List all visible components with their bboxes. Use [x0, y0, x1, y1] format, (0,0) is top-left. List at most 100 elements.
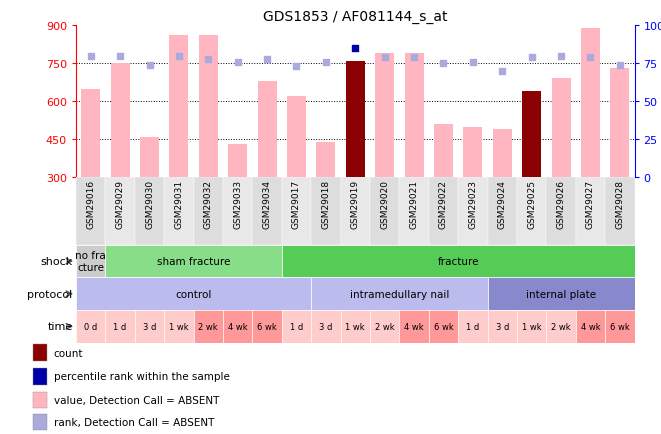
Text: GSM29029: GSM29029: [116, 180, 125, 229]
Bar: [76, 310, 105, 343]
Bar: [458, 310, 488, 343]
Bar: [223, 178, 253, 245]
Text: 3 d: 3 d: [496, 322, 509, 331]
Text: GSM29028: GSM29028: [615, 180, 625, 229]
Bar: [228, 145, 247, 178]
Bar: [547, 310, 576, 343]
Point: [115, 53, 126, 60]
Text: GSM29024: GSM29024: [498, 180, 507, 229]
Point: [438, 61, 449, 68]
Text: GSM29027: GSM29027: [586, 180, 595, 229]
Point: [379, 54, 390, 61]
Bar: [253, 178, 282, 245]
Point: [203, 56, 214, 63]
Text: 2 wk: 2 wk: [375, 322, 395, 331]
Point: [526, 54, 537, 61]
Text: GSM29018: GSM29018: [321, 180, 330, 229]
Text: GSM29016: GSM29016: [86, 180, 95, 229]
Text: GSM29022: GSM29022: [439, 180, 448, 229]
Bar: [576, 178, 605, 245]
Text: GSM29026: GSM29026: [557, 180, 566, 229]
Point: [556, 53, 566, 60]
Point: [233, 59, 243, 66]
Bar: [223, 310, 253, 343]
Bar: [458, 178, 488, 245]
Text: 6 wk: 6 wk: [257, 322, 277, 331]
Text: shock: shock: [40, 256, 73, 266]
Text: sham fracture: sham fracture: [157, 256, 230, 266]
Bar: [605, 178, 635, 245]
Bar: [517, 310, 547, 343]
Bar: [370, 178, 399, 245]
Text: 1 d: 1 d: [466, 322, 479, 331]
Text: internal plate: internal plate: [526, 289, 596, 299]
Bar: [33, 414, 47, 431]
Bar: [488, 278, 635, 310]
Title: GDS1853 / AF081144_s_at: GDS1853 / AF081144_s_at: [263, 10, 447, 23]
Text: 3 d: 3 d: [143, 322, 156, 331]
Text: GSM29021: GSM29021: [410, 180, 418, 229]
Text: 6 wk: 6 wk: [434, 322, 453, 331]
Text: rank, Detection Call = ABSENT: rank, Detection Call = ABSENT: [54, 417, 214, 427]
Bar: [370, 310, 399, 343]
Point: [85, 53, 96, 60]
Bar: [76, 178, 105, 245]
Bar: [463, 127, 483, 178]
Text: fracture: fracture: [438, 256, 479, 266]
Text: intramedullary nail: intramedullary nail: [350, 289, 449, 299]
Text: 1 wk: 1 wk: [522, 322, 541, 331]
Bar: [340, 178, 370, 245]
Text: control: control: [175, 289, 212, 299]
Point: [144, 62, 155, 69]
Bar: [33, 345, 47, 361]
Text: GSM29031: GSM29031: [175, 180, 183, 229]
Bar: [81, 89, 100, 178]
Point: [292, 63, 302, 70]
Bar: [346, 62, 365, 178]
Text: percentile rank within the sample: percentile rank within the sample: [54, 372, 229, 381]
Bar: [522, 92, 541, 178]
Point: [350, 45, 360, 52]
Point: [408, 54, 419, 61]
Text: GSM29019: GSM29019: [351, 180, 360, 229]
Bar: [253, 310, 282, 343]
Bar: [399, 310, 429, 343]
Text: GSM29034: GSM29034: [262, 180, 272, 229]
Text: 1 d: 1 d: [114, 322, 127, 331]
Bar: [429, 310, 458, 343]
Text: 0 d: 0 d: [84, 322, 97, 331]
Text: GSM29023: GSM29023: [469, 180, 477, 229]
Bar: [287, 97, 306, 178]
Text: 3 d: 3 d: [319, 322, 332, 331]
Bar: [311, 310, 340, 343]
Bar: [610, 69, 629, 178]
Bar: [311, 178, 340, 245]
Bar: [375, 54, 394, 178]
Text: count: count: [54, 348, 83, 358]
Bar: [311, 278, 488, 310]
Point: [174, 53, 184, 60]
Text: protocol: protocol: [28, 289, 73, 299]
Bar: [551, 79, 570, 178]
Bar: [76, 278, 311, 310]
Point: [321, 59, 331, 66]
Text: value, Detection Call = ABSENT: value, Detection Call = ABSENT: [54, 395, 219, 405]
Text: GSM29032: GSM29032: [204, 180, 213, 229]
Bar: [164, 310, 194, 343]
Text: 4 wk: 4 wk: [580, 322, 600, 331]
Bar: [434, 125, 453, 178]
Bar: [282, 245, 635, 278]
Bar: [76, 245, 105, 278]
Bar: [105, 178, 135, 245]
Text: no fra
cture: no fra cture: [75, 251, 106, 272]
Text: time: time: [48, 322, 73, 332]
Text: 2 wk: 2 wk: [551, 322, 571, 331]
Bar: [194, 310, 223, 343]
Bar: [135, 310, 164, 343]
Text: 4 wk: 4 wk: [228, 322, 247, 331]
Point: [497, 68, 508, 75]
Bar: [492, 130, 512, 178]
Bar: [140, 138, 159, 178]
Bar: [282, 178, 311, 245]
Bar: [105, 245, 282, 278]
